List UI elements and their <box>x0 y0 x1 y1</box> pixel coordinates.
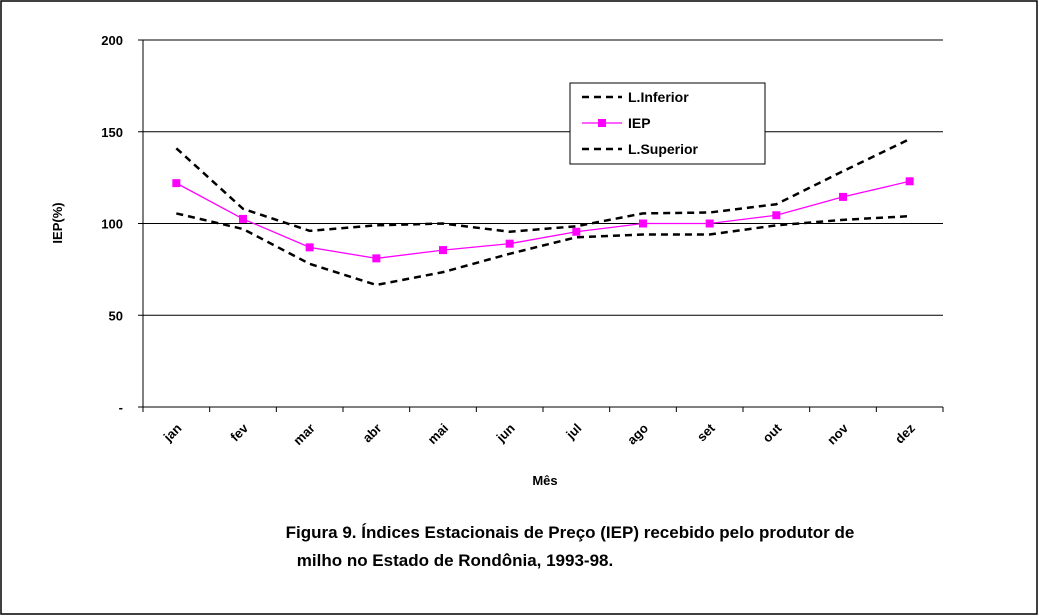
legend-label: L.Superior <box>628 141 699 157</box>
y-tick-label: 200 <box>101 33 123 48</box>
series-line <box>176 180 910 260</box>
marker <box>439 246 447 255</box>
legend-marker <box>598 119 606 127</box>
marker <box>905 177 914 186</box>
marker <box>839 192 847 201</box>
legend-label: IEP <box>628 115 651 131</box>
series-line <box>175 137 911 234</box>
y-tick-label: 50 <box>109 308 123 323</box>
marker <box>772 211 781 220</box>
caption-line: Figura 9. Índices Estacionais de Preço (… <box>286 523 855 542</box>
marker <box>372 254 381 263</box>
marker <box>172 179 181 188</box>
legend-label: L.Inferior <box>628 89 689 105</box>
x-axis-title: Mês <box>532 473 557 488</box>
marker <box>239 214 247 223</box>
marker <box>639 219 647 228</box>
marker <box>705 219 714 228</box>
marker <box>572 227 581 236</box>
y-axis-title: IEP(%) <box>50 202 65 243</box>
series-line <box>176 212 910 287</box>
marker <box>305 243 314 252</box>
marker <box>505 239 514 248</box>
y-tick-label: 100 <box>101 217 123 232</box>
y-tick-label: 150 <box>101 125 123 140</box>
caption-line: milho no Estado de Rondônia, 1993-98. <box>297 551 613 570</box>
y-tick-label: - <box>119 400 123 415</box>
